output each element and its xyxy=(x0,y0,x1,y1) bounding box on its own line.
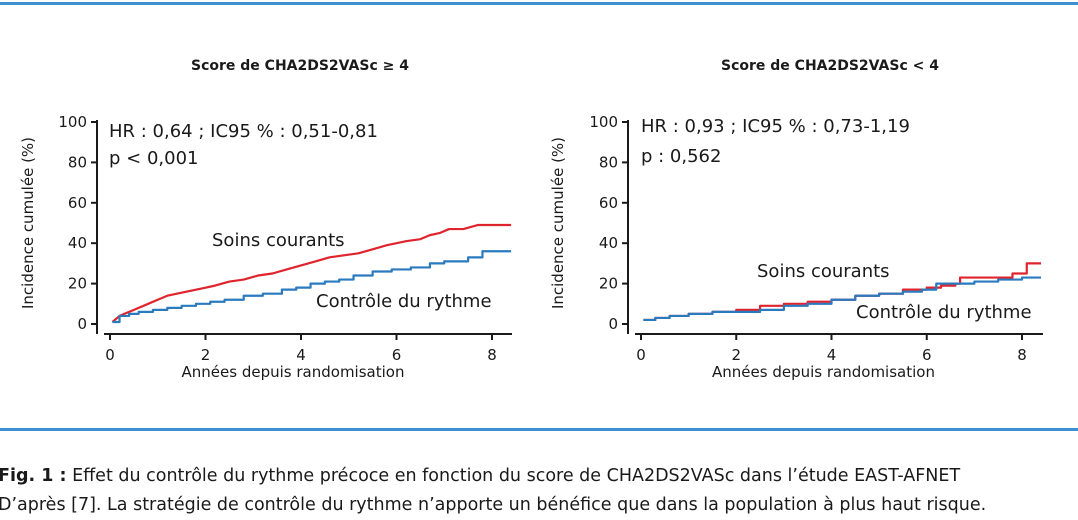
chart-2-y-tick-label: 0 xyxy=(608,315,618,333)
chart-2-y-tick-label: 60 xyxy=(599,194,618,212)
chart-2-annotation-1: HR : 0,93 ; IC95 % : 0,73-1,19 xyxy=(641,116,910,137)
caption-line-2: D’après [7]. La stratégie de contrôle du… xyxy=(0,491,1078,520)
chart-2-x-tick-label: 4 xyxy=(827,346,837,364)
chart-2-annotation-2: p : 0,562 xyxy=(641,146,721,167)
chart-1-series-label-2: Contrôle du rythme xyxy=(316,291,492,312)
chart-2-x-tick-label: 8 xyxy=(1017,346,1027,364)
chart-1-x-tick-label: 2 xyxy=(201,346,211,364)
chart-2-title: Score de CHA2DS2VASc < 4 xyxy=(721,58,939,74)
chart-2-y-axis-label: Incidence cumulée (%) xyxy=(549,137,567,309)
chart-2-y-tick-label: 80 xyxy=(599,153,618,171)
chart-1-x-tick-label: 0 xyxy=(105,346,115,364)
chart-1-series-line-1 xyxy=(111,223,512,323)
chart-2-x-tick-label: 6 xyxy=(922,346,932,364)
chart-1-series-line-2 xyxy=(112,250,512,324)
chart-1-title: Score de CHA2DS2VASc ≥ 4 xyxy=(191,58,409,74)
chart-1-y-tick-label: 20 xyxy=(68,275,87,293)
chart-2-y-tick-label: 20 xyxy=(599,275,618,293)
chart-2-x-tick-label: 0 xyxy=(636,346,646,364)
chart-1-y-tick-label: 60 xyxy=(68,194,87,212)
caption-line-1: Fig. 1 : Effet du contrôle du rythme pré… xyxy=(0,462,1078,491)
chart-2-y-tick-label: 40 xyxy=(599,234,618,252)
chart-1-x-tick-label: 4 xyxy=(296,346,306,364)
chart-1-annotation-2: p < 0,001 xyxy=(109,148,198,169)
chart-2-x-tick-label: 2 xyxy=(731,346,741,364)
chart-1-y-tick-label: 100 xyxy=(58,113,87,131)
chart-1-series-label-1: Soins courants xyxy=(212,230,345,251)
chart-2-x-axis-label: Années depuis randomisation xyxy=(712,363,935,381)
chart-1-annotation-1: HR : 0,64 ; IC95 % : 0,51-0,81 xyxy=(109,121,378,142)
chart-2-series-label-2: Contrôle du rythme xyxy=(856,302,1032,323)
caption-label: Fig. 1 : xyxy=(0,466,67,486)
chart-1-x-tick-label: 8 xyxy=(487,346,497,364)
chart-2-series-line-2 xyxy=(643,276,1042,322)
top-rule xyxy=(0,2,1078,5)
chart-1-y-tick-label: 0 xyxy=(77,315,87,333)
chart-2-series-label-1: Soins courants xyxy=(757,261,890,282)
chart-1-x-tick-label: 6 xyxy=(392,346,402,364)
bottom-rule xyxy=(0,428,1078,431)
chart-2-y-tick-label: 100 xyxy=(589,113,618,131)
caption-text-2: D’après [7]. La stratégie de contrôle du… xyxy=(0,495,987,515)
chart-1-y-tick-label: 80 xyxy=(68,153,87,171)
figure-caption: Fig. 1 : Effet du contrôle du rythme pré… xyxy=(0,462,1078,520)
caption-text-1: Effet du contrôle du rythme précoce en f… xyxy=(66,466,961,486)
chart-1-y-axis-label: Incidence cumulée (%) xyxy=(19,137,37,309)
chart-1-x-axis-label: Années depuis randomisation xyxy=(182,363,405,381)
chart-1-y-tick-label: 40 xyxy=(68,234,87,252)
